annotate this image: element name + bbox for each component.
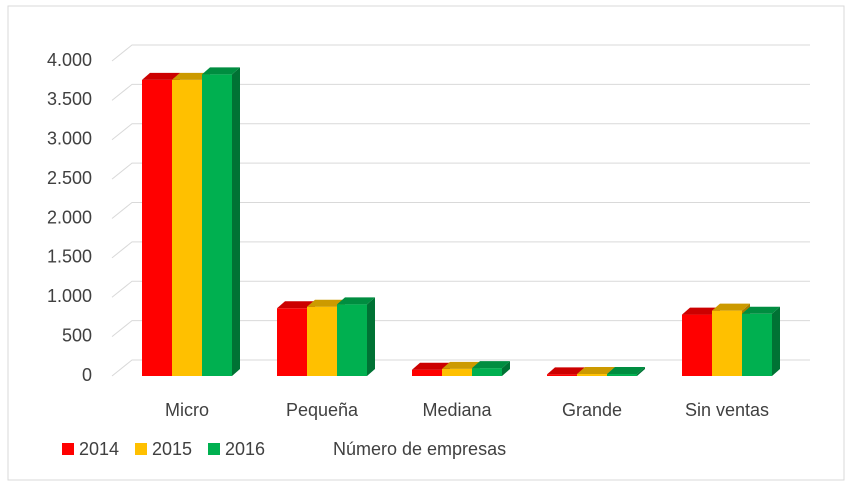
x-tick-label: Mediana (422, 400, 492, 420)
bar (682, 314, 712, 376)
bar-top (607, 367, 645, 375)
bar-top (712, 303, 750, 311)
bar-top (307, 299, 345, 307)
bar-side (367, 297, 375, 376)
y-tick-label: 2.000 (47, 207, 92, 227)
bar (607, 374, 637, 376)
y-tick-label: 1.000 (47, 286, 92, 306)
grid-line (111, 83, 810, 101)
y-tick-label: 1.500 (47, 247, 92, 267)
bar-top (472, 361, 510, 369)
bar-top (547, 367, 585, 375)
x-tick-label: Micro (165, 400, 209, 420)
grid-line (111, 280, 810, 298)
bar-side (502, 361, 510, 376)
grid-line (111, 241, 810, 259)
bar-top (202, 67, 240, 75)
bar-top (337, 297, 375, 305)
bar (442, 368, 472, 376)
bar (202, 74, 232, 376)
grid-line (111, 44, 810, 62)
x-axis-title: Número de empresas (333, 439, 506, 459)
y-tick-label: 2.500 (47, 168, 92, 188)
bar-side (232, 67, 240, 376)
bar-top (412, 362, 450, 370)
bar (307, 306, 337, 376)
x-tick-label: Pequeña (286, 400, 359, 420)
grid-line (111, 202, 810, 219)
legend-label: 2015 (152, 439, 192, 459)
x-tick-label: Grande (562, 400, 622, 420)
bar-top (172, 72, 210, 80)
bar-top (577, 367, 615, 375)
legend-label: 2014 (79, 439, 119, 459)
bar (277, 308, 307, 376)
bar-side (772, 306, 780, 376)
bar-top (742, 306, 780, 314)
bar (712, 310, 742, 376)
legend-swatch (135, 443, 147, 455)
y-tick-label: 0 (82, 365, 92, 385)
bar-top (682, 307, 720, 315)
y-tick-label: 4.000 (47, 50, 92, 70)
bar (472, 368, 502, 376)
bar (337, 304, 367, 376)
bar-top (442, 361, 480, 369)
bar (577, 374, 607, 376)
bar (547, 374, 577, 376)
bar (142, 79, 172, 377)
bar-side (637, 367, 645, 376)
grid-line (111, 123, 810, 141)
bar-top (142, 72, 180, 80)
legend-swatch (208, 443, 220, 455)
y-tick-label: 3.000 (47, 129, 92, 149)
grid-line (111, 162, 810, 180)
bar (412, 369, 442, 376)
grid-line (111, 320, 810, 338)
legend-label: 2016 (225, 439, 265, 459)
y-tick-label: 500 (62, 325, 92, 345)
legend-swatch (62, 443, 74, 455)
bar (742, 313, 772, 376)
bar-top (277, 301, 315, 309)
bar (172, 79, 202, 377)
grid-line (111, 359, 810, 377)
x-tick-label: Sin ventas (685, 400, 769, 420)
y-tick-label: 3.500 (47, 89, 92, 109)
